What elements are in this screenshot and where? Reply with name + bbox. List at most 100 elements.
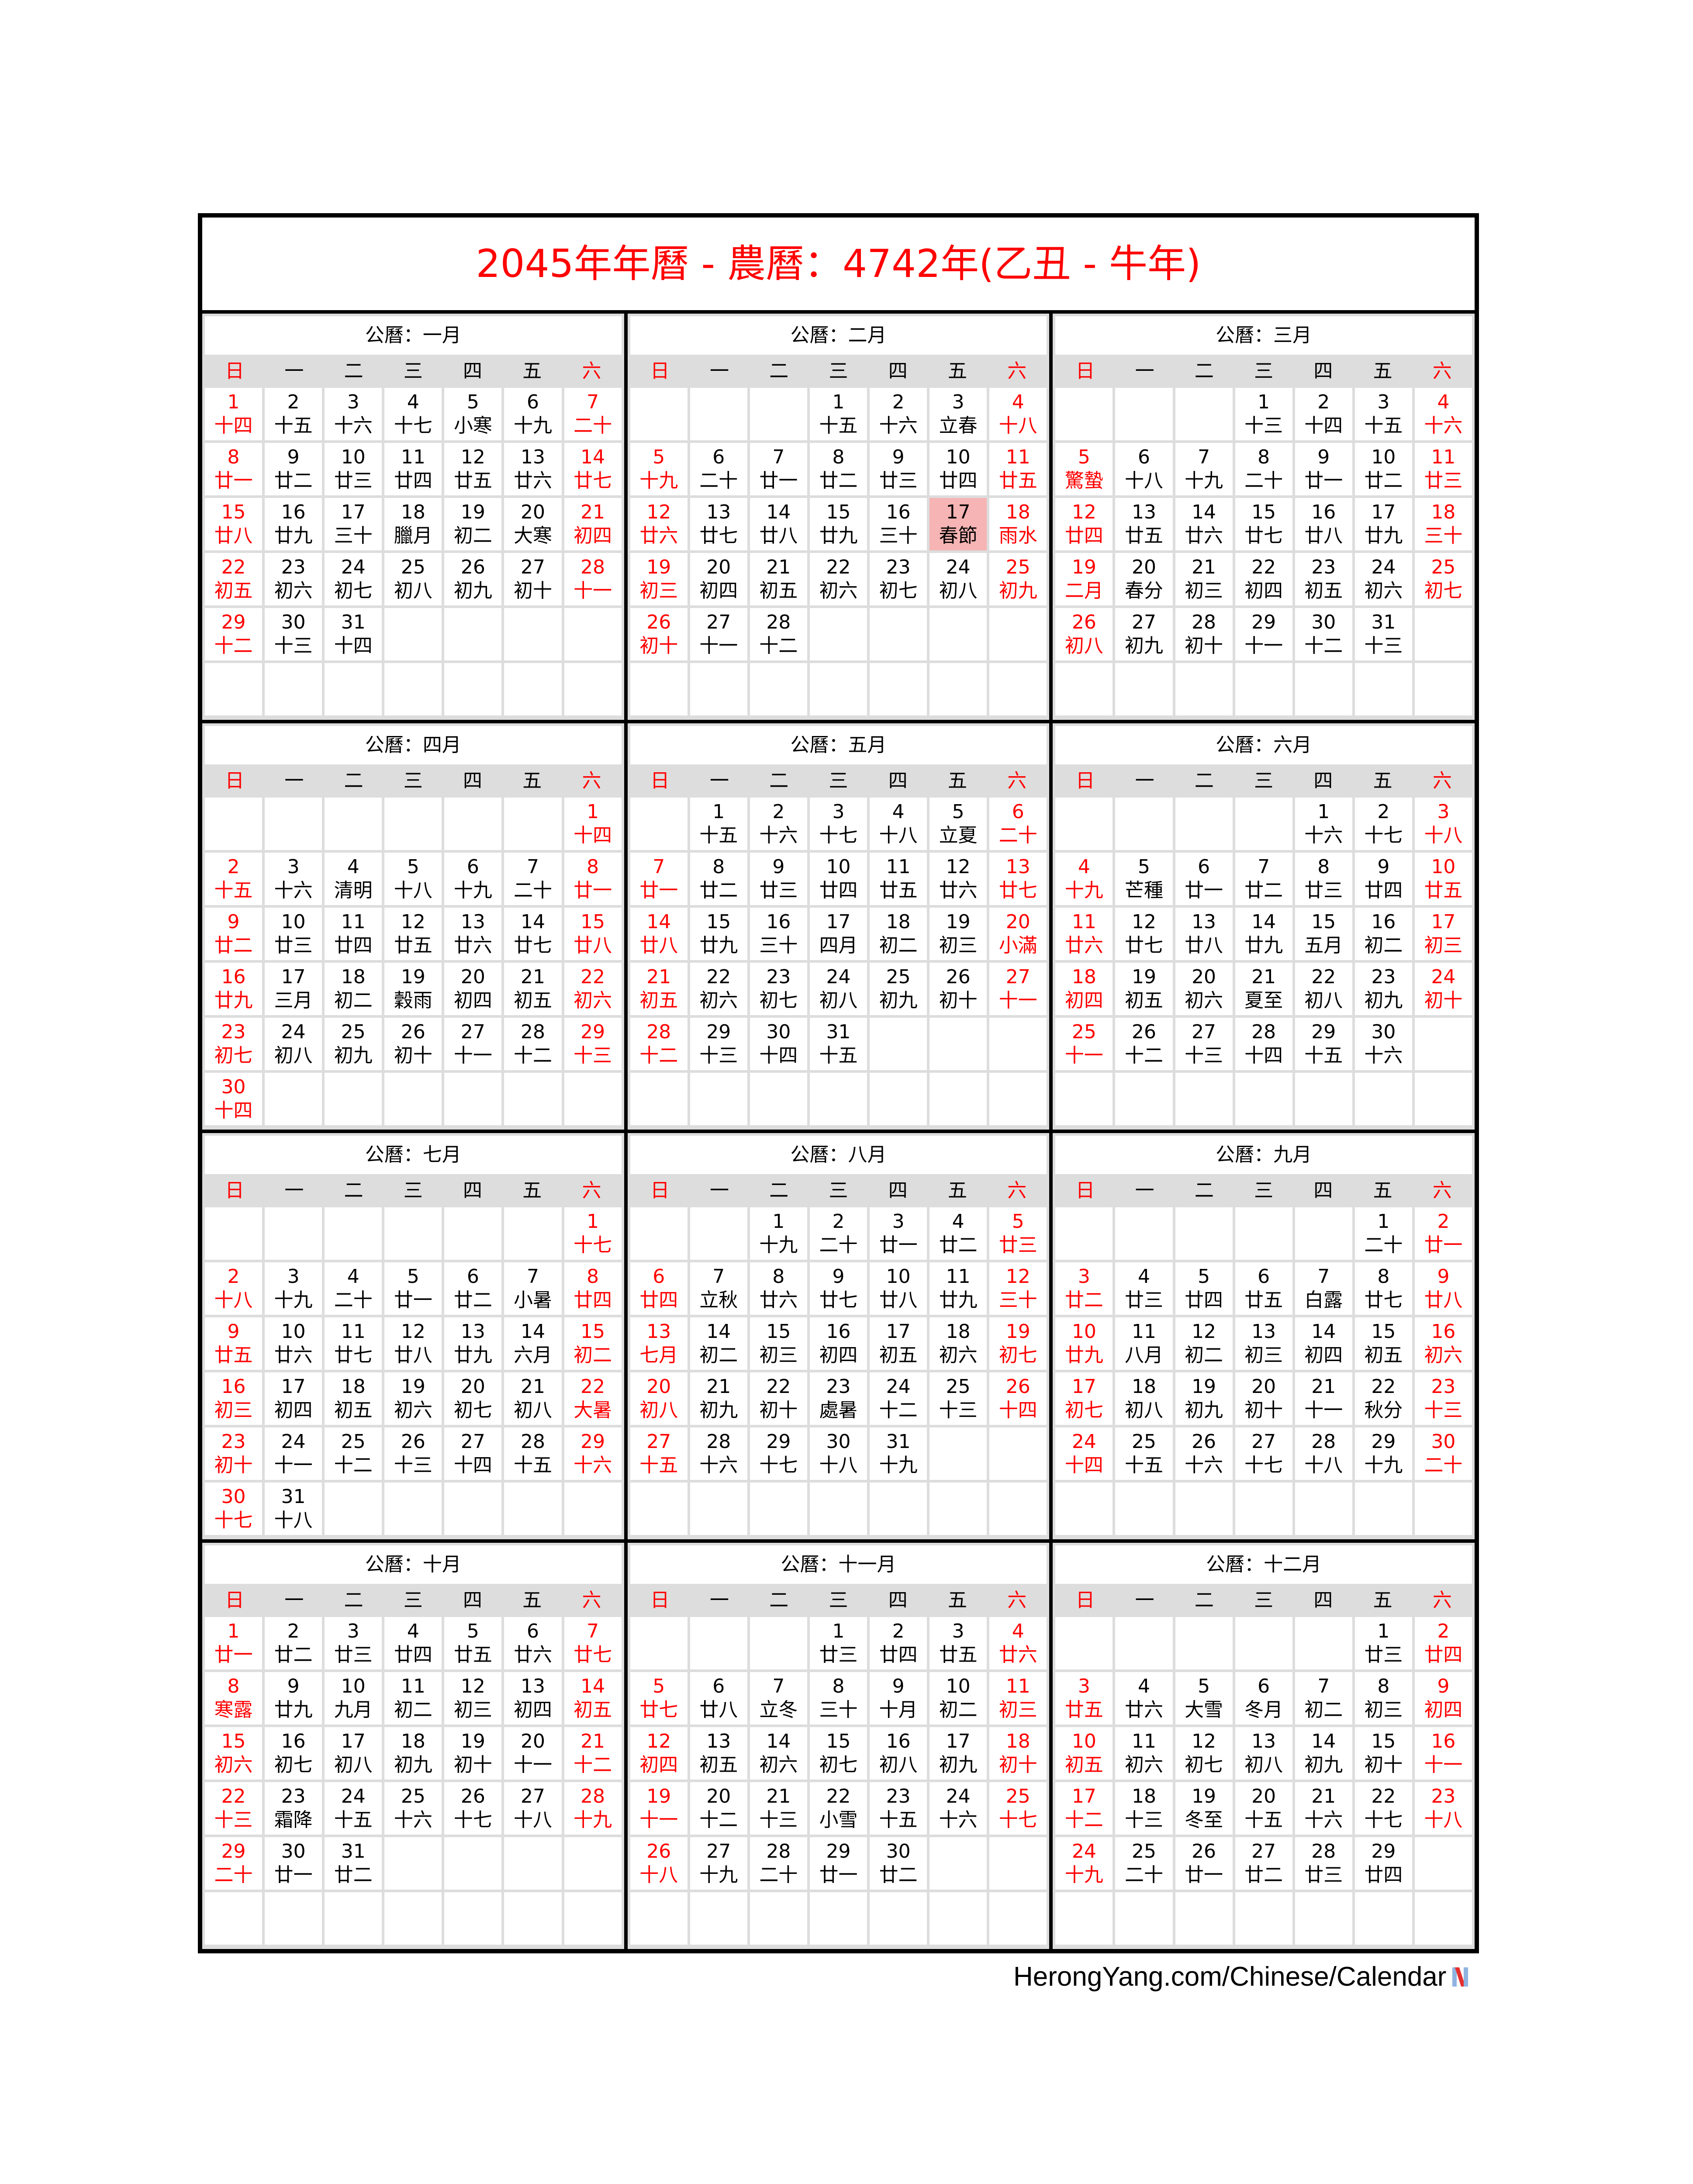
day-cell[interactable]: 20 十一 [504, 1727, 562, 1780]
day-cell[interactable]: 12 廿四 [1055, 498, 1113, 550]
day-cell[interactable]: 5 廿四 [1175, 1262, 1233, 1315]
day-cell[interactable]: 29 十五 [1295, 1018, 1352, 1070]
day-cell[interactable]: 29 十九 [1354, 1427, 1412, 1480]
day-cell[interactable]: 3 十五 [1354, 388, 1412, 440]
day-cell[interactable]: 30 十三 [265, 608, 322, 660]
day-cell[interactable]: 11 廿五 [989, 443, 1047, 495]
day-cell[interactable]: 25 十五 [1115, 1427, 1173, 1480]
day-cell[interactable]: 21 初四 [564, 498, 622, 550]
day-cell[interactable]: 12 初四 [630, 1727, 688, 1780]
day-cell[interactable]: 1 十四 [205, 388, 263, 440]
day-cell[interactable]: 31 十五 [809, 1018, 867, 1070]
day-cell[interactable]: 9 廿四 [1354, 853, 1412, 905]
day-cell[interactable]: 28 十八 [1295, 1427, 1352, 1480]
day-cell[interactable]: 20 初四 [690, 553, 747, 605]
day-cell[interactable]: 6 十九 [444, 853, 502, 905]
day-cell[interactable]: 13 廿八 [1175, 908, 1233, 960]
day-cell[interactable]: 2 十六 [750, 798, 807, 850]
day-cell[interactable]: 13 初八 [1235, 1727, 1292, 1780]
day-cell[interactable]: 8 廿二 [809, 443, 867, 495]
day-cell[interactable]: 19 穀雨 [384, 963, 442, 1015]
day-cell[interactable]: 30 廿二 [870, 1837, 927, 1890]
day-cell[interactable]: 4 十六 [1414, 388, 1472, 440]
day-cell[interactable]: 17 初八 [325, 1727, 382, 1780]
day-cell[interactable]: 27 初十 [504, 553, 562, 605]
day-cell[interactable]: 8 初三 [1354, 1672, 1412, 1724]
day-cell[interactable]: 21 十三 [750, 1782, 807, 1835]
day-cell[interactable]: 8 廿四 [564, 1262, 622, 1315]
day-cell[interactable]: 30 十二 [1295, 608, 1352, 660]
day-cell[interactable]: 16 廿八 [1295, 498, 1352, 550]
day-cell[interactable]: 26 初十 [384, 1018, 442, 1070]
day-cell[interactable]: 6 廿四 [630, 1262, 688, 1315]
day-cell[interactable]: 11 初六 [1115, 1727, 1173, 1780]
day-cell[interactable]: 20 初十 [1235, 1372, 1292, 1425]
day-cell[interactable]: 10 廿四 [929, 443, 987, 495]
day-cell[interactable]: 5 大雪 [1175, 1672, 1233, 1724]
day-cell[interactable]: 22 初五 [205, 553, 263, 605]
day-cell[interactable]: 5 立夏 [929, 798, 987, 850]
day-cell[interactable]: 25 十七 [989, 1782, 1047, 1835]
day-cell[interactable]: 6 二十 [690, 443, 747, 495]
day-cell[interactable]: 22 十三 [205, 1782, 263, 1835]
day-cell[interactable]: 1 二十 [1354, 1207, 1412, 1260]
day-cell[interactable]: 27 十八 [504, 1782, 562, 1835]
day-cell[interactable]: 7 小暑 [504, 1262, 562, 1315]
day-cell[interactable]: 13 廿六 [504, 443, 562, 495]
day-cell[interactable]: 8 三十 [809, 1672, 867, 1724]
day-cell[interactable]: 16 廿九 [205, 963, 263, 1015]
day-cell[interactable]: 3 廿二 [1055, 1262, 1113, 1315]
day-cell[interactable]: 17 三十 [325, 498, 382, 550]
day-cell[interactable]: 23 初六 [265, 553, 322, 605]
day-cell[interactable]: 3 十六 [325, 388, 382, 440]
day-cell[interactable]: 19 初三 [630, 553, 688, 605]
day-cell[interactable]: 4 清明 [325, 853, 382, 905]
day-cell[interactable]: 14 廿八 [750, 498, 807, 550]
day-cell[interactable]: 16 三十 [750, 908, 807, 960]
day-cell[interactable]: 27 十一 [444, 1018, 502, 1070]
day-cell[interactable]: 13 初五 [690, 1727, 747, 1780]
day-cell[interactable]: 3 立春 [929, 388, 987, 440]
day-cell[interactable]: 26 十四 [989, 1372, 1047, 1425]
day-cell[interactable]: 14 廿七 [564, 443, 622, 495]
day-cell[interactable]: 21 十一 [1295, 1372, 1352, 1425]
day-cell[interactable]: 3 十九 [265, 1262, 322, 1315]
day-cell[interactable]: 3 廿三 [325, 1617, 382, 1669]
day-cell[interactable]: 2 廿四 [1414, 1617, 1472, 1669]
day-cell[interactable]: 17 初五 [870, 1317, 927, 1370]
day-cell[interactable]: 14 初二 [690, 1317, 747, 1370]
day-cell[interactable]: 8 二十 [1235, 443, 1292, 495]
day-cell[interactable]: 26 初十 [929, 963, 987, 1015]
day-cell[interactable]: 21 初五 [750, 553, 807, 605]
day-cell[interactable]: 11 廿七 [325, 1317, 382, 1370]
day-cell[interactable]: 6 廿二 [444, 1262, 502, 1315]
day-cell[interactable]: 29 十三 [690, 1018, 747, 1070]
day-cell[interactable]: 15 廿八 [205, 498, 263, 550]
day-cell[interactable]: 3 十七 [809, 798, 867, 850]
day-cell[interactable]: 8 廿二 [690, 853, 747, 905]
day-cell[interactable]: 18 初九 [384, 1727, 442, 1780]
day-cell[interactable]: 19 初五 [1115, 963, 1173, 1015]
day-cell[interactable]: 4 廿六 [989, 1617, 1047, 1669]
day-cell[interactable]: 5 廿三 [989, 1207, 1047, 1260]
day-cell[interactable]: 24 十九 [1055, 1837, 1113, 1890]
day-cell[interactable]: 18 雨水 [989, 498, 1047, 550]
day-cell[interactable]: 13 廿七 [690, 498, 747, 550]
day-cell[interactable]: 16 初二 [1354, 908, 1412, 960]
day-cell[interactable]: 4 二十 [325, 1262, 382, 1315]
day-cell[interactable]: 17 三月 [265, 963, 322, 1015]
day-cell[interactable]: 8 廿一 [205, 443, 263, 495]
day-cell[interactable]: 14 初九 [1295, 1727, 1352, 1780]
day-cell[interactable]: 7 二十 [504, 853, 562, 905]
day-cell[interactable]: 20 初八 [630, 1372, 688, 1425]
day-cell[interactable]: 16 初七 [265, 1727, 322, 1780]
day-cell[interactable]: 14 六月 [504, 1317, 562, 1370]
day-cell[interactable]: 15 廿八 [564, 908, 622, 960]
day-cell[interactable]: 24 初六 [1354, 553, 1412, 605]
day-cell[interactable]: 9 初四 [1414, 1672, 1472, 1724]
day-cell[interactable]: 5 小寒 [444, 388, 502, 440]
day-cell[interactable]: 25 十二 [325, 1427, 382, 1480]
day-cell[interactable]: 9 廿五 [205, 1317, 263, 1370]
day-cell[interactable]: 29 廿四 [1354, 1837, 1412, 1890]
day-cell[interactable]: 23 初十 [205, 1427, 263, 1480]
